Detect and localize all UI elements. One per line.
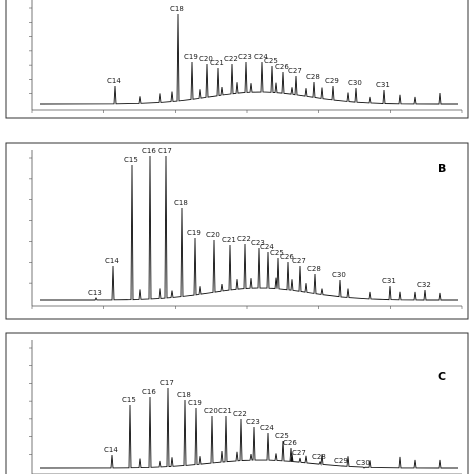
peak-label: C13 <box>88 289 102 297</box>
peak-label: C27 <box>292 449 306 457</box>
peak-label: C15 <box>122 396 136 404</box>
peak-label: C19 <box>187 229 201 237</box>
peak-label: C31 <box>382 277 396 285</box>
peak-label: C25 <box>264 57 278 65</box>
peak-label: C17 <box>158 147 172 155</box>
peak-label: C23 <box>251 239 265 247</box>
peak-label: C16 <box>142 147 156 155</box>
peak-label: C15 <box>124 156 138 164</box>
peak-label: C25 <box>275 432 289 440</box>
panel-b-frame <box>5 142 469 320</box>
peak-label: C18 <box>170 5 184 13</box>
peak-label: C26 <box>280 253 294 261</box>
peak-label: C14 <box>105 257 119 265</box>
peak-label: C31 <box>376 81 390 89</box>
peak-label: C32 <box>417 281 431 289</box>
panel-a-frame <box>5 0 469 119</box>
peak-label: C16 <box>142 388 156 396</box>
peak-label: C29 <box>325 77 339 85</box>
peak-label: C23 <box>246 418 260 426</box>
peak-label: C24 <box>260 424 274 432</box>
peak-label: C24 <box>260 243 274 251</box>
panel-c-frame <box>5 332 469 474</box>
peak-label: C21 <box>210 59 224 67</box>
peak-label: C27 <box>292 257 306 265</box>
chromatogram-trace <box>39 13 458 105</box>
peak-label: C30 <box>348 79 362 87</box>
peak-label: C17 <box>160 379 174 387</box>
peak-label: C20 <box>199 55 213 63</box>
peak-label: C20 <box>204 407 218 415</box>
panel-letter: B <box>438 162 446 175</box>
panel-letter: C <box>438 370 446 383</box>
peak-label: C22 <box>237 235 251 243</box>
peak-label: C21 <box>218 407 232 415</box>
peak-label: C26 <box>275 63 289 71</box>
peak-label: C14 <box>104 446 118 454</box>
peak-label: C25 <box>270 249 284 257</box>
peak-label: C29 <box>334 457 348 465</box>
peak-label: C30 <box>356 459 370 467</box>
peak-label: C19 <box>184 53 198 61</box>
chromatogram-trace <box>40 155 458 301</box>
chromatogram-trace <box>39 387 458 469</box>
peak-label: C19 <box>188 399 202 407</box>
peak-label: C22 <box>233 410 247 418</box>
peak-label: C21 <box>222 236 236 244</box>
peak-label: C22 <box>224 55 238 63</box>
peak-label: C28 <box>306 73 320 81</box>
peak-label: C27 <box>288 67 302 75</box>
peak-label: C20 <box>206 231 220 239</box>
peak-label: C30 <box>332 271 346 279</box>
peak-label: C23 <box>238 53 252 61</box>
peak-label: C24 <box>254 53 268 61</box>
peak-label: C28 <box>307 265 321 273</box>
peak-label: C18 <box>177 391 191 399</box>
peak-label: C28 <box>312 453 326 461</box>
peak-label: C26 <box>283 439 297 447</box>
peak-label: C18 <box>174 199 188 207</box>
peak-label: C14 <box>107 77 121 85</box>
